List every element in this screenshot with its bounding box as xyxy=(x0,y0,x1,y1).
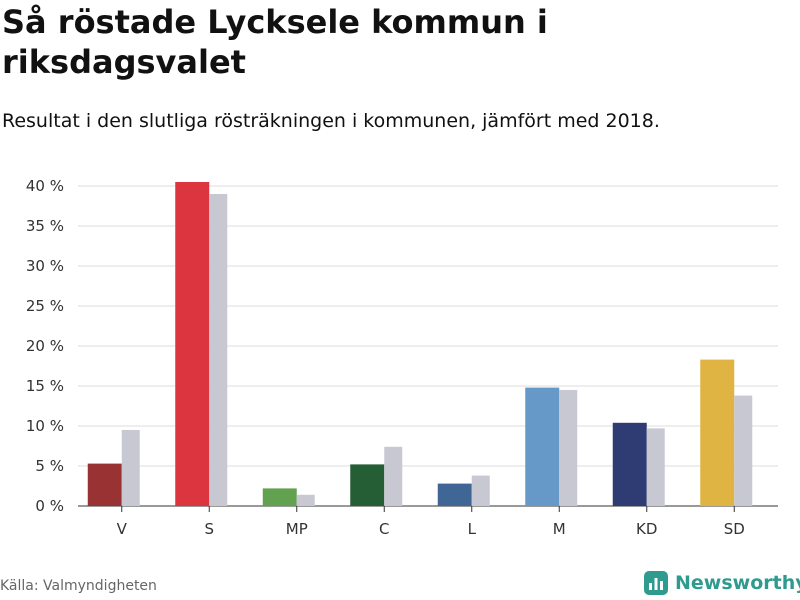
bar-2018-KD xyxy=(646,428,665,506)
bar-2022-M xyxy=(525,387,560,506)
y-tick-label: 40 % xyxy=(26,177,64,195)
y-tick-label: 0 % xyxy=(35,497,64,515)
bar-2022-L xyxy=(437,483,472,506)
x-tick-label: SD xyxy=(724,520,745,538)
bar-chart: 0 % 5 % 10 % 15 % 20 % 25 % 30 % 35 % 40 % V S MP C L… xyxy=(26,177,778,538)
x-tick-label: MP xyxy=(286,520,308,538)
newsworthy-logo-icon xyxy=(644,571,668,595)
x-tick-label: KD xyxy=(636,520,657,538)
x-tick-label: S xyxy=(204,520,214,538)
x-tick-label: C xyxy=(379,520,389,538)
bar-2018-MP xyxy=(296,494,315,506)
bar-2022-SD xyxy=(700,359,735,506)
newsworthy-logo: Newsworthy xyxy=(644,568,800,598)
x-tick-label: L xyxy=(468,520,477,538)
bar-2022-KD xyxy=(612,422,647,506)
source-note: Källa: Valmyndigheten xyxy=(0,578,157,594)
x-tick-label: V xyxy=(117,520,128,538)
y-tick-label: 30 % xyxy=(26,257,64,275)
y-tick-label: 35 % xyxy=(26,217,64,235)
newsworthy-logo-text: Newsworthy xyxy=(675,572,800,594)
bar-2018-S xyxy=(209,194,228,506)
x-tick-label: M xyxy=(553,520,566,538)
bar-2018-C xyxy=(384,446,403,506)
y-tick-label: 10 % xyxy=(26,417,64,435)
bar-2022-C xyxy=(350,464,385,506)
y-tick-label: 25 % xyxy=(26,297,64,315)
chart-title: Så röstade Lycksele kommun i riksdagsval… xyxy=(2,3,548,81)
y-tick-label: 20 % xyxy=(26,337,64,355)
bar-2022-MP xyxy=(262,488,297,506)
bar-2022-V xyxy=(87,463,122,506)
bar-2018-L xyxy=(471,475,490,506)
y-tick-label: 5 % xyxy=(35,457,64,475)
bar-2022-S xyxy=(175,182,210,506)
y-tick-label: 15 % xyxy=(26,377,64,395)
chart-subtitle: Resultat i den slutliga rösträkningen i … xyxy=(2,110,660,132)
bar-2018-V xyxy=(121,430,140,506)
bar-2018-SD xyxy=(734,395,753,506)
bar-2018-M xyxy=(559,390,578,506)
